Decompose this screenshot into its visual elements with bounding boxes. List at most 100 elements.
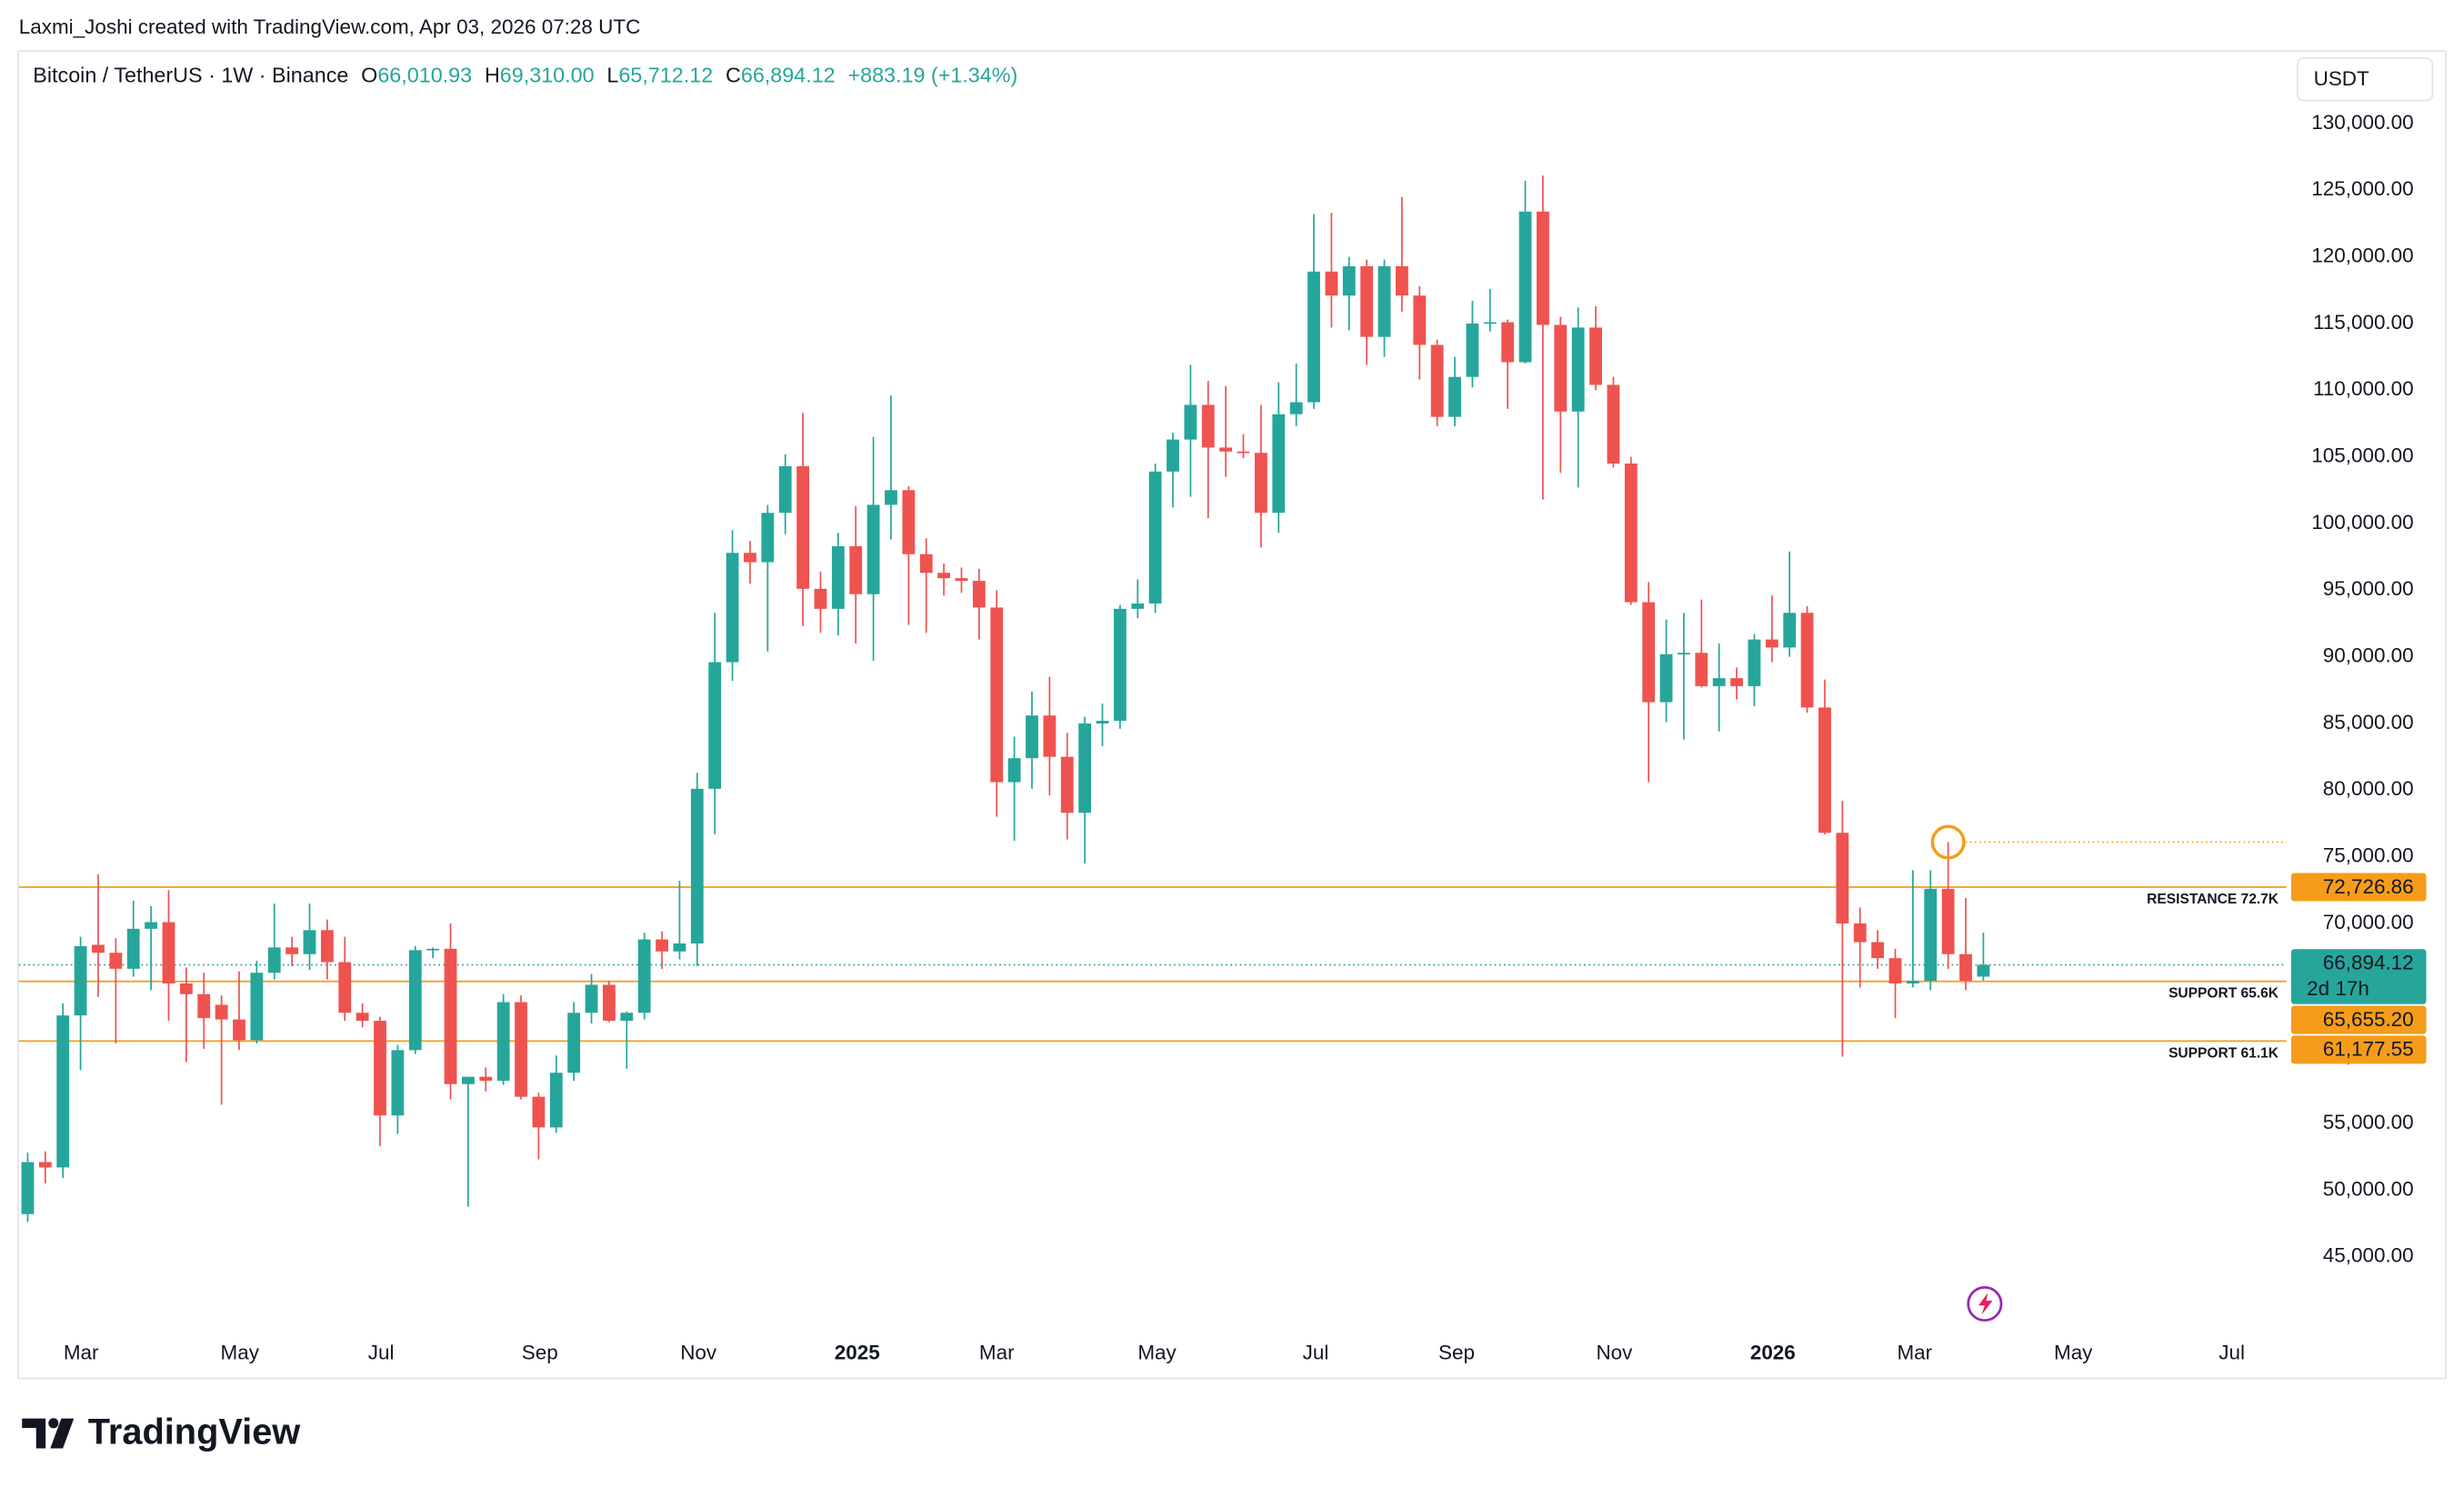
y-tick-label: 55,000.00 <box>2323 1111 2414 1133</box>
currency-box[interactable] <box>2296 57 2434 102</box>
level-label: SUPPORT 61.1K <box>2169 1045 2279 1061</box>
y-tick-label: 115,000.00 <box>2313 311 2414 334</box>
candle-body <box>1148 471 1162 604</box>
candle-body <box>814 588 827 609</box>
replay-icon[interactable] <box>1967 1285 2003 1322</box>
candle-body <box>656 939 668 952</box>
candle-body <box>972 581 986 608</box>
x-tick-label: Jul <box>2219 1342 2245 1364</box>
candle-body <box>1730 678 1744 686</box>
candle-body <box>1272 414 1286 514</box>
candle-body <box>1783 613 1797 648</box>
candle-body <box>726 553 739 663</box>
candle-body <box>990 607 1004 783</box>
brand-logo[interactable] <box>22 1418 75 1449</box>
candle-body <box>1360 265 1374 337</box>
candle-body <box>1748 639 1761 686</box>
candle-body <box>285 947 299 954</box>
candle-body <box>408 950 422 1051</box>
x-tick-label: 2025 <box>835 1342 880 1364</box>
candle-body <box>831 545 845 609</box>
x-tick-label: Jul <box>1303 1342 1329 1364</box>
last-price-label: 66,894.12 <box>2323 952 2414 974</box>
candle-body <box>1113 608 1127 722</box>
countdown-label: 2d 17h <box>2307 977 2369 1000</box>
candle-body <box>56 1015 70 1168</box>
candle-body <box>1624 463 1638 603</box>
candle-body <box>74 945 87 1016</box>
y-tick-label: 100,000.00 <box>2311 511 2413 534</box>
candle-body <box>919 554 933 574</box>
candle-body <box>620 1013 634 1022</box>
y-tick-label: 50,000.00 <box>2323 1177 2414 1200</box>
candle-body <box>866 504 880 594</box>
candle-body <box>1325 271 1338 296</box>
level-label: RESISTANCE 72.7K <box>2147 892 2279 907</box>
candle-body <box>374 1021 386 1116</box>
candle-body <box>1237 451 1250 454</box>
candle-body <box>1448 376 1461 417</box>
candle-body <box>1959 953 1972 982</box>
candle-body <box>126 928 140 969</box>
logo-shape[interactable] <box>50 1418 75 1449</box>
candle-body <box>1201 404 1215 448</box>
logo-dot[interactable] <box>48 1418 59 1429</box>
candle-body <box>1396 265 1408 296</box>
x-tick-label: May <box>2054 1342 2093 1364</box>
candle-body <box>1518 211 1532 363</box>
candle-body <box>1642 602 1656 703</box>
candle-body <box>1219 447 1233 452</box>
x-tick-label: Nov <box>1596 1342 1633 1364</box>
price-badge-label: 72,726.86 <box>2323 875 2414 898</box>
x-tick-label: Mar <box>1897 1342 1932 1364</box>
candle-body <box>197 993 211 1019</box>
candle-body <box>320 930 334 963</box>
highlight-circle <box>1930 824 1966 860</box>
last-price-badge <box>2290 949 2427 1004</box>
candle-body <box>1853 923 1867 943</box>
x-tick-label: 2026 <box>1750 1342 1796 1364</box>
brand[interactable]: TradingView <box>88 1412 300 1452</box>
candle-body <box>1554 324 1568 412</box>
logo-shape[interactable] <box>22 1418 46 1449</box>
y-tick-label: 75,000.00 <box>2323 844 2414 867</box>
price-badge <box>2290 1035 2427 1064</box>
icon-bolt[interactable] <box>1978 1292 1993 1315</box>
candle-body <box>1977 964 1990 977</box>
candle-body <box>391 1050 405 1116</box>
x-tick-label: May <box>1137 1342 1177 1364</box>
currency[interactable]: USDT <box>2314 67 2369 90</box>
candle-body <box>1026 715 1038 759</box>
candle-body <box>885 490 897 505</box>
candle-body <box>21 1162 35 1214</box>
icon-ring[interactable] <box>1967 1285 2003 1322</box>
candle-body <box>303 930 316 954</box>
candle-body <box>356 1013 369 1022</box>
candle-body <box>1888 958 1902 983</box>
candle-body <box>1537 211 1549 325</box>
candle-body <box>1765 639 1778 648</box>
candle-body <box>461 1076 475 1084</box>
x-tick-label: Mar <box>979 1342 1015 1364</box>
candle-body <box>1871 942 1885 959</box>
legend: Bitcoin / TetherUS · 1W · Binance O66,010… <box>33 64 1017 87</box>
candle-body <box>567 1013 581 1073</box>
candle-body <box>1483 322 1497 324</box>
candle-body <box>1501 322 1515 363</box>
candle-body <box>744 553 756 563</box>
candle-body <box>1430 344 1444 417</box>
candle-body <box>1167 439 1179 472</box>
candle-body <box>937 573 951 579</box>
candle-body <box>215 1004 228 1020</box>
y-tick-label: 80,000.00 <box>2323 777 2414 800</box>
candle-body <box>145 922 158 929</box>
candle-body <box>426 948 440 951</box>
candle-body <box>708 662 722 789</box>
candle-body <box>1836 833 1849 923</box>
candle-body <box>673 943 686 952</box>
candle-body <box>496 1002 510 1082</box>
y-tick-label: 85,000.00 <box>2323 711 2414 734</box>
y-tick-label: 90,000.00 <box>2323 644 2414 667</box>
candle-body <box>1466 323 1479 377</box>
price-badge-label: 65,655.20 <box>2323 1008 2414 1031</box>
